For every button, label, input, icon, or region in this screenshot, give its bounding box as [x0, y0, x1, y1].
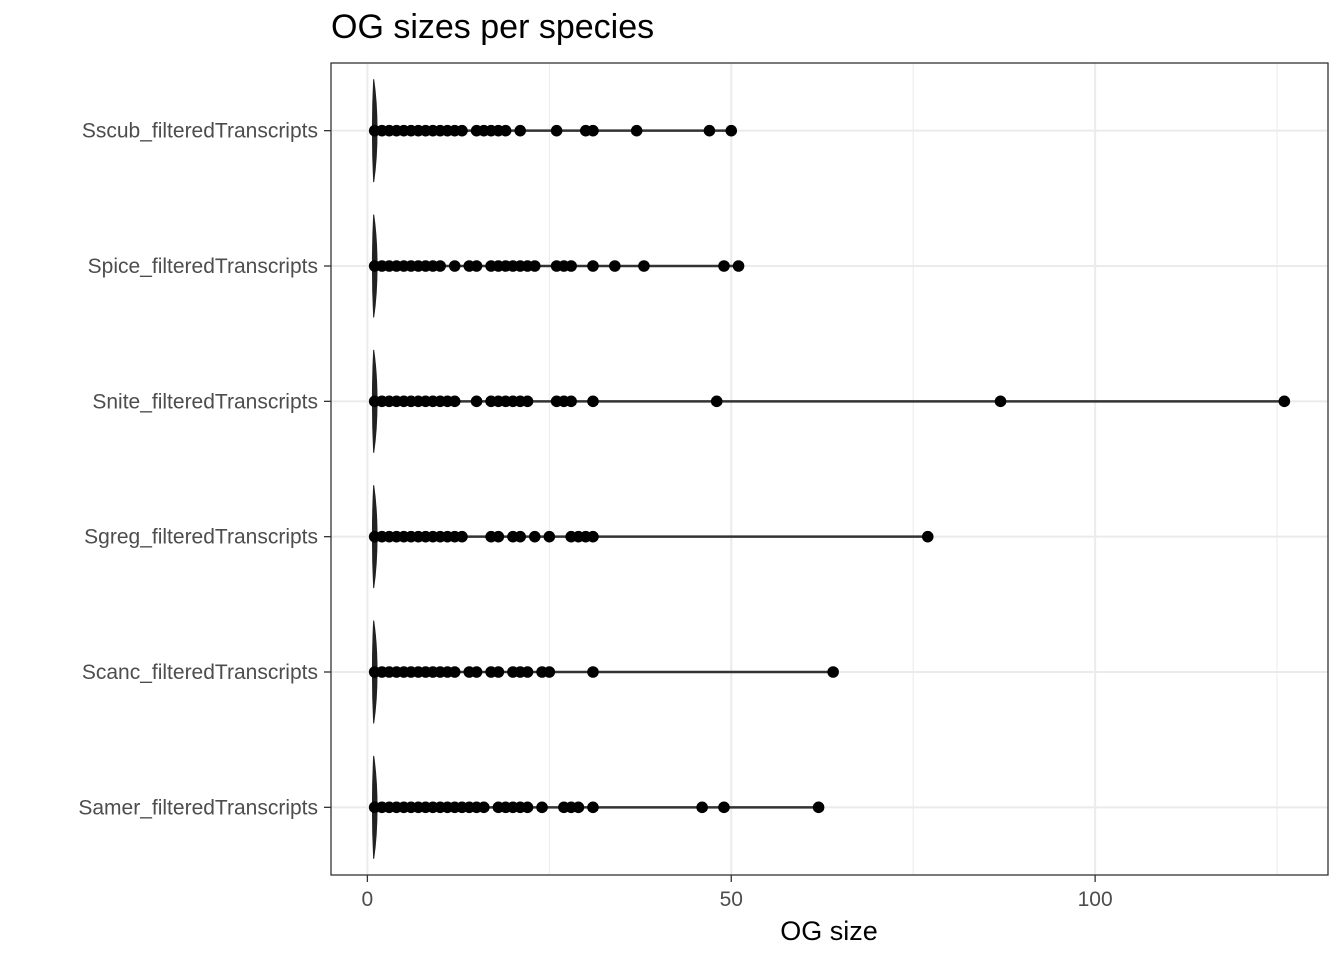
y-tick-label: Sgreg_filteredTranscripts	[84, 526, 318, 549]
grid-lines	[331, 63, 1328, 875]
data-point	[696, 801, 708, 814]
data-point	[456, 124, 468, 137]
data-point	[587, 260, 599, 272]
violins	[372, 79, 378, 859]
y-axis: Sscub_filteredTranscripts Spice_filteredT…	[78, 120, 331, 819]
data-point	[536, 801, 548, 814]
x-tick-label: 100	[1078, 888, 1113, 911]
data-point	[448, 395, 461, 408]
x-tick-label: 0	[362, 888, 374, 911]
data-point	[718, 801, 730, 814]
x-tick-label: 50	[720, 888, 743, 911]
data-point	[514, 530, 527, 543]
panel-border	[330, 62, 1329, 876]
data-point	[609, 260, 621, 272]
data-point	[812, 801, 825, 814]
data-point	[543, 666, 556, 678]
data-point	[572, 801, 585, 814]
data-point	[478, 801, 490, 814]
data-point	[725, 124, 738, 137]
data-point	[514, 124, 527, 137]
data-point	[718, 260, 730, 272]
data-point	[565, 260, 577, 272]
x-axis-title: OG size	[780, 916, 878, 946]
data-point	[732, 260, 745, 272]
data-point	[521, 666, 534, 678]
y-tick-label: Sscub_filteredTranscripts	[82, 120, 318, 143]
data-point	[550, 124, 563, 137]
data-point	[587, 530, 599, 543]
range-lines	[374, 129, 1285, 809]
data-point	[638, 260, 650, 272]
data-point	[710, 395, 723, 408]
data-point	[994, 395, 1007, 408]
data-point	[492, 666, 505, 678]
data-point	[470, 666, 483, 678]
y-tick-label: Samer_filteredTranscripts	[78, 796, 318, 819]
data-point	[565, 395, 577, 408]
data-point	[921, 530, 934, 543]
data-point	[827, 666, 839, 678]
data-point	[1278, 395, 1291, 408]
data-point	[456, 530, 468, 543]
data-point	[499, 124, 512, 137]
y-tick-label: Spice_filteredTranscripts	[88, 255, 318, 278]
data-point	[470, 395, 483, 408]
data-point	[492, 530, 505, 543]
data-point	[528, 530, 541, 543]
data-point	[587, 395, 599, 408]
data-point	[521, 395, 534, 408]
data-point	[448, 260, 461, 272]
data-point	[528, 260, 541, 272]
data-point	[587, 801, 599, 814]
chart-title: OG sizes per species	[331, 8, 655, 46]
data-point	[543, 530, 556, 543]
data-point	[434, 260, 446, 272]
y-tick-label: Snite_filteredTranscripts	[92, 390, 318, 413]
data-point	[703, 124, 716, 137]
y-tick-label: Scanc_filteredTranscripts	[82, 661, 318, 684]
data-point	[448, 666, 461, 678]
x-axis: 0 50 100	[362, 875, 1113, 911]
data-point	[630, 124, 643, 137]
data-point	[470, 260, 483, 272]
data-points	[368, 124, 1291, 814]
data-point	[587, 666, 599, 678]
data-point	[587, 124, 599, 137]
data-point	[521, 801, 534, 814]
